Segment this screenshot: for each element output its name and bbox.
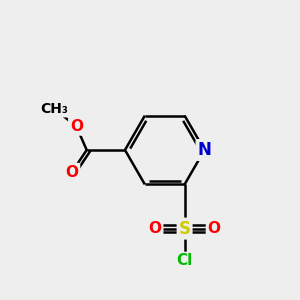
Text: Cl: Cl (176, 254, 193, 268)
Text: O: O (65, 165, 79, 180)
Text: O: O (70, 119, 83, 134)
Text: O: O (208, 221, 220, 236)
Text: N: N (197, 141, 212, 159)
Text: O: O (149, 221, 162, 236)
Text: CH₃: CH₃ (40, 102, 68, 116)
Text: S: S (178, 220, 190, 238)
